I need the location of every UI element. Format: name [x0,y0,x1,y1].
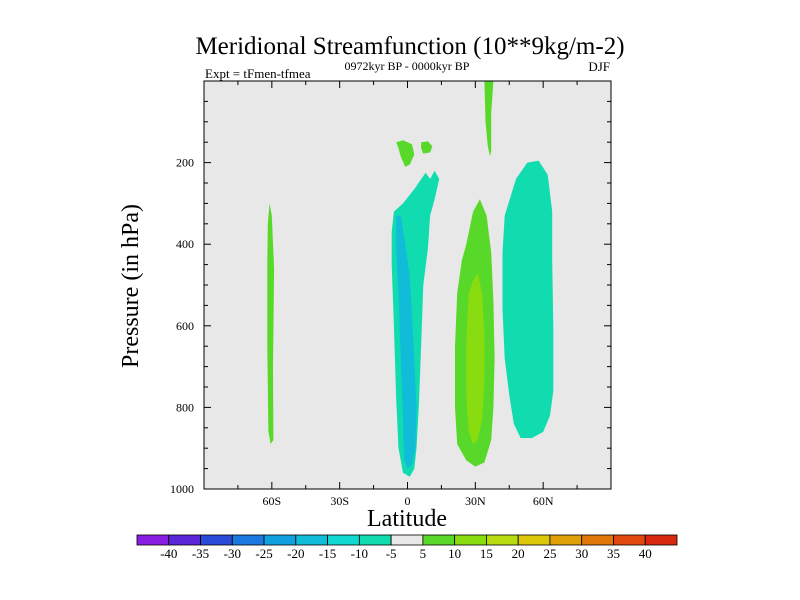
colorbar-label: -30 [224,546,241,561]
colorbar-swatch [136,534,170,546]
colorbar-swatch [549,534,583,546]
colorbar-label: -5 [386,546,397,561]
colorbar-label: -15 [319,546,336,561]
colorbar-swatch [231,534,265,546]
colorbar-swatch [517,534,551,546]
contour-upper-positive-right [421,141,433,154]
colorbar-label: 15 [480,546,493,561]
colorbar-swatch [644,534,678,546]
x-axis-title: Latitude [367,506,447,532]
contour-nh-60n-negative [502,160,554,438]
colorbar-label: -10 [351,546,368,561]
y-tick-label: 1000 [170,482,194,496]
colorbar-swatch [295,534,328,546]
colorbar-swatch [168,534,201,546]
contour-upper-positive-left [396,140,415,167]
colorbar-label: -35 [192,546,209,561]
contour-sh-60s-positive [267,203,275,445]
colorbar-swatch [581,534,614,546]
colorbar: -40 -35 -30 -25 -20 -15 -10 -5 5 10 15 20 25 30 35 40 [136,534,678,561]
experiment-label: Expt = tFmen-tfmea [205,66,311,81]
colorbar-swatch [390,534,424,546]
colorbar-label: 25 [543,546,556,561]
colorbar-swatch [358,534,392,546]
contour-regions [267,81,554,477]
colorbar-swatch [454,534,487,546]
colorbar-label: -25 [255,546,272,561]
axis-ticks: 60S 30S 0 30N 60N 200 400 600 800 1000 [170,81,611,508]
colorbar-label: -20 [287,546,304,561]
y-tick-label: 200 [176,156,194,170]
x-tick-label: 0 [405,494,411,508]
contour-upper-positive-jet [484,81,494,157]
colorbar-label: 40 [639,546,652,561]
colorbar-swatch [263,534,297,546]
period-label: 0972kyr BP - 0000kyr BP [345,59,470,73]
colorbar-label: 5 [420,546,427,561]
x-tick-label: 30N [465,494,486,508]
x-tick-label: 60S [262,494,281,508]
colorbar-label: 35 [607,546,620,561]
y-tick-label: 400 [176,237,194,251]
colorbar-label: 20 [512,546,525,561]
chart-title: Meridional Streamfunction (10**9kg/m-2) [195,33,624,60]
season-label: DJF [588,59,610,74]
y-tick-label: 600 [176,319,194,333]
contour-nh-30n-positive-inner [466,272,485,445]
colorbar-label: 30 [575,546,588,561]
colorbar-label: 10 [448,546,461,561]
colorbar-swatch [486,534,519,546]
colorbar-label: -40 [160,546,177,561]
colorbar-swatch [200,534,233,546]
x-tick-label: 30S [330,494,349,508]
x-tick-label: 60N [533,494,554,508]
y-tick-label: 800 [176,400,194,414]
y-axis-title: Pressure (in hPa) [118,204,144,368]
contour-equatorial-negative-inner [396,215,417,469]
colorbar-swatch [327,534,360,546]
colorbar-swatch [422,534,456,546]
colorbar-swatch [613,534,646,546]
